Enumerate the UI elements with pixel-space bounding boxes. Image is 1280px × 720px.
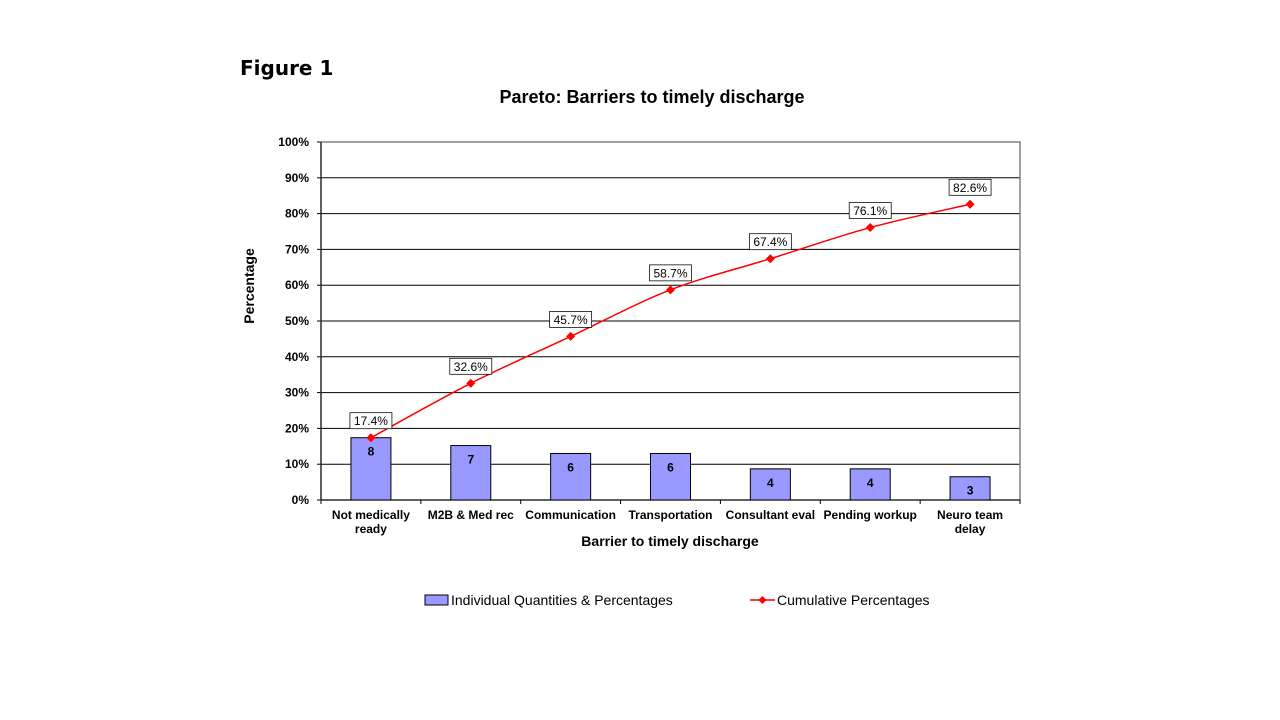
y-tick-label: 40% [285, 350, 309, 364]
bar [949, 476, 991, 501]
bar-value-label: 7 [467, 453, 474, 467]
y-tick-label: 50% [285, 314, 309, 328]
cumulative-marker [466, 378, 476, 388]
cumulative-label-box [748, 233, 792, 251]
cumulative-label-box [848, 202, 892, 219]
legend-line-marker [758, 596, 767, 604]
cumulative-marker [965, 199, 975, 209]
x-axis-title: Barrier to timely discharge [581, 533, 759, 549]
cumulative-label-box [449, 357, 493, 375]
bar-value-label: 8 [368, 445, 375, 459]
cumulative-label-box [549, 311, 593, 328]
cumulative-label: 67.4% [753, 235, 787, 249]
legend-bar-label: Individual Quantities & Percentages [451, 592, 673, 608]
cumulative-label: 45.7% [554, 313, 588, 327]
bar-value-label: 4 [867, 476, 874, 490]
cumulative-marker [865, 223, 875, 233]
y-axis-title: Percentage [241, 248, 257, 324]
bar [650, 452, 691, 501]
x-tick-label: Consultant eval [726, 508, 815, 522]
y-tick-label: 20% [285, 421, 309, 435]
legend-line-label: Cumulative Percentages [777, 592, 930, 608]
y-tick-label: 30% [285, 386, 309, 400]
bar [350, 437, 392, 501]
legend-bar-swatch [424, 594, 449, 606]
x-tick-label: delay [955, 522, 986, 536]
y-tick-label: 80% [285, 207, 309, 221]
bar [550, 452, 592, 501]
bar-value-label: 6 [667, 460, 674, 474]
bar [450, 445, 492, 501]
cumulative-label-box [948, 178, 992, 196]
plot-area: 0% 10% 20% 30% 40% 50% 60% 70% 80% 90% 100% 8 7 6 6 4 4 3… [278, 135, 1021, 536]
y-tick-label: 60% [285, 278, 309, 292]
figure-label: Figure 1 [240, 56, 334, 80]
x-tick-label: Neuro team [937, 508, 1003, 522]
cumulative-label-box [349, 412, 393, 430]
cumulative-marker [366, 433, 376, 443]
cumulative-marker [666, 285, 675, 295]
y-tick-label: 10% [285, 457, 309, 471]
y-tick-label: 90% [285, 171, 309, 185]
cumulative-label: 17.4% [354, 414, 388, 428]
chart-title: Pareto: Barriers to timely discharge [499, 87, 804, 107]
bar-value-label: 6 [567, 460, 574, 474]
legend: Individual Quantities & Percentages Cumu… [424, 592, 930, 608]
cumulative-label: 82.6% [953, 181, 987, 195]
bar [849, 468, 891, 501]
y-tick-label: 0% [292, 493, 310, 507]
x-tick-label: M2B & Med rec [428, 508, 514, 522]
bar [749, 468, 791, 501]
cumulative-label: 32.6% [454, 360, 488, 374]
y-tick-label: 100% [278, 135, 309, 149]
y-tick-label: 70% [285, 242, 309, 256]
bar-value-label: 3 [967, 484, 974, 498]
x-tick-label: Not medically [332, 508, 410, 522]
cumulative-marker [765, 254, 775, 264]
x-tick-label: Transportation [628, 508, 712, 522]
x-tick-label: Communication [525, 508, 616, 522]
cumulative-label: 76.1% [853, 204, 887, 218]
cumulative-label: 58.7% [653, 266, 687, 280]
x-tick-label: ready [355, 522, 387, 536]
x-tick-label: Pending workup [824, 508, 917, 522]
cumulative-marker [566, 331, 576, 341]
cumulative-label-box [649, 264, 692, 282]
bar-value-label: 4 [767, 476, 774, 490]
